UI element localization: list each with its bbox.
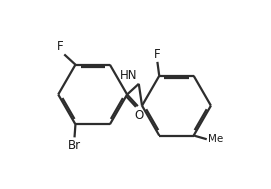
Text: O: O	[134, 109, 143, 122]
Text: HN: HN	[120, 69, 138, 82]
Text: Me: Me	[208, 134, 224, 144]
Text: F: F	[57, 40, 63, 53]
Text: Br: Br	[68, 139, 81, 152]
Text: F: F	[154, 48, 161, 61]
